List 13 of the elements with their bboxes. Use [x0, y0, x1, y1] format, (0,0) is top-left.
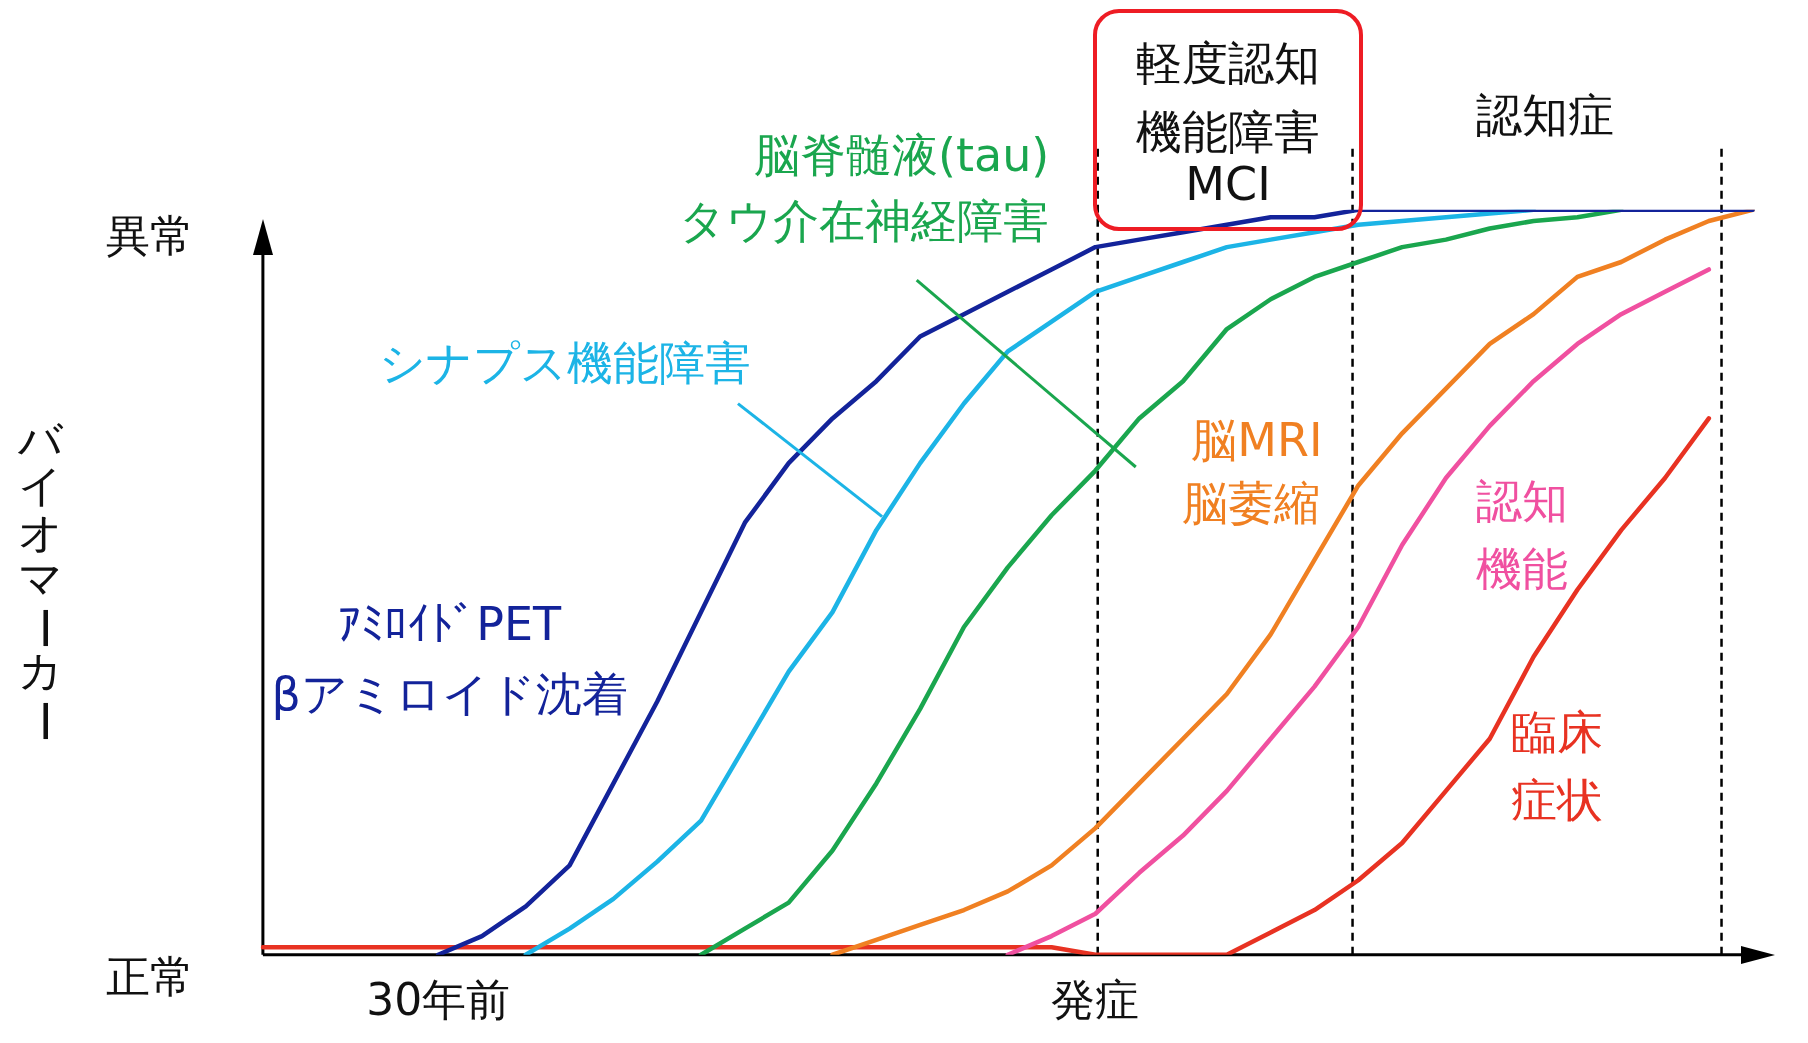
series-label: 認知機能: [1476, 473, 1569, 597]
text: 認知症: [1476, 87, 1615, 142]
annotation: 軽度認知機能障害MCI: [1136, 35, 1321, 211]
x-tick-label: 発症: [1051, 973, 1140, 1025]
series-label: ｱﾐﾛｲﾄﾞPET βアミロイド沈着: [271, 597, 628, 721]
y-axis-title: バイオマーカー: [16, 414, 70, 743]
series-label: 脳MRI 脳萎縮: [1182, 412, 1323, 531]
text: シナプス機能障害: [379, 335, 751, 390]
x-tick-label: 30年前: [366, 973, 511, 1025]
series-label: 臨床症状: [1510, 704, 1603, 827]
text: 異常: [105, 210, 194, 262]
text: 脳脊髄液(tau) タウ介在神経障害: [679, 128, 1050, 248]
text: 正常: [105, 950, 194, 1002]
